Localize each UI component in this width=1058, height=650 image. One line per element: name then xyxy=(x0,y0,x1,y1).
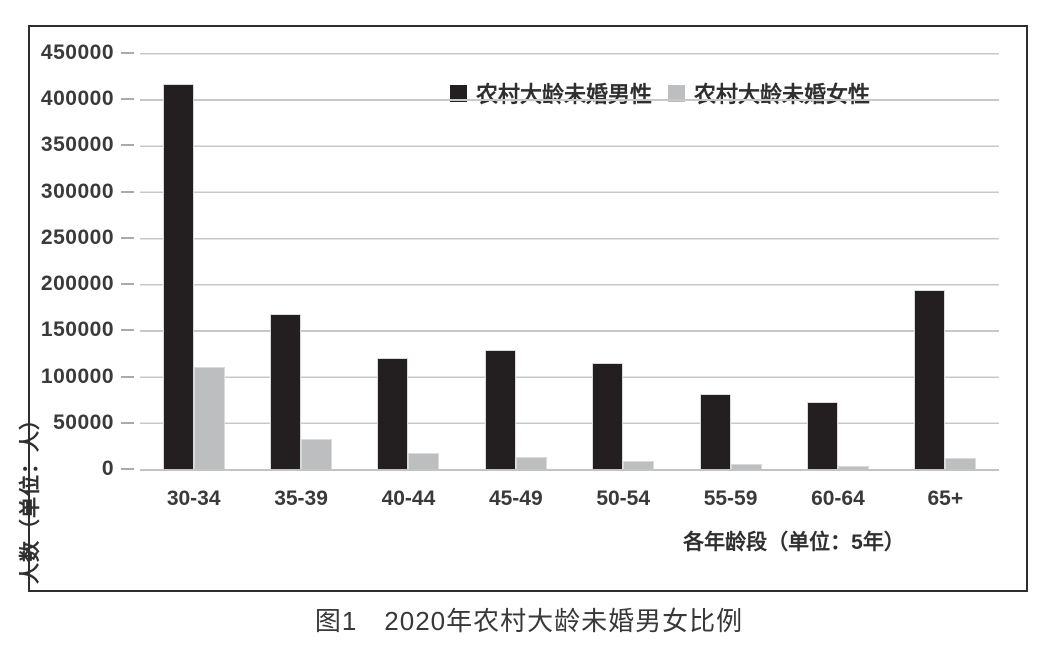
bar-group-45-49 xyxy=(462,349,569,469)
bar-male-65+ xyxy=(914,289,946,469)
x-tick-label-50-54: 50-54 xyxy=(596,487,651,510)
y-tick-label-100000: 100000 xyxy=(30,364,134,390)
figure-caption: 图1 2020年农村大龄未婚男女比例 xyxy=(314,606,744,636)
y-tick-label-450000: 450000 xyxy=(30,40,134,66)
bar-female-50-54 xyxy=(623,460,655,469)
x-tick-label-30-34: 30-34 xyxy=(166,487,221,510)
x-tick-label-45-49: 45-49 xyxy=(488,487,543,510)
bar-male-50-54 xyxy=(592,362,624,469)
y-axis-title: 人数（单位：人） xyxy=(19,408,42,584)
y-tick-mark xyxy=(121,190,134,193)
y-tick-value: 250000 xyxy=(40,225,114,249)
bar-female-45-49 xyxy=(515,456,547,469)
y-axis-labels: 450000 400000 350000 300000 250000 200000 1500… xyxy=(30,27,134,590)
bar-group-55-59 xyxy=(677,394,784,469)
x-axis-labels: 30-34 35-39 40-44 45-49 50-54 55-59 60-64 65+ xyxy=(140,487,999,511)
bar-female-30-34 xyxy=(193,367,225,469)
y-tick-label-300000: 300000 xyxy=(30,179,134,205)
y-tick-label-400000: 400000 xyxy=(30,86,134,112)
bar-group-40-44 xyxy=(355,358,462,469)
y-tick-mark xyxy=(121,236,134,239)
bar-male-45-49 xyxy=(484,349,516,469)
x-tick-label-40-44: 40-44 xyxy=(381,487,436,510)
bar-group-50-54 xyxy=(570,362,677,469)
y-tick-value: 200000 xyxy=(40,272,114,296)
y-tick-label-0: 0 xyxy=(30,456,134,482)
x-tick-label-35-39: 35-39 xyxy=(274,487,328,510)
y-tick-mark xyxy=(121,144,134,147)
y-tick-label-350000: 350000 xyxy=(30,132,134,158)
bar-female-35-39 xyxy=(301,438,333,469)
plot-area xyxy=(140,53,999,471)
y-tick-label-250000: 250000 xyxy=(30,225,134,251)
bar-male-60-64 xyxy=(806,402,838,469)
y-tick-label-50000: 50000 xyxy=(30,410,134,436)
bar-female-65+ xyxy=(945,457,977,469)
bar-male-30-34 xyxy=(162,83,194,469)
y-tick-value: 300000 xyxy=(40,179,114,203)
y-tick-mark xyxy=(121,375,134,378)
bar-female-40-44 xyxy=(408,453,440,469)
y-tick-mark xyxy=(121,468,134,470)
x-axis-title: 各年龄段（单位：5年） xyxy=(683,531,905,554)
y-tick-value: 350000 xyxy=(40,133,114,157)
bar-female-55-59 xyxy=(730,464,762,469)
x-tick-label-60-64: 60-64 xyxy=(811,487,865,510)
y-tick-mark xyxy=(121,52,134,54)
y-tick-value: 400000 xyxy=(40,87,114,111)
bar-group-60-64 xyxy=(784,402,891,469)
bar-male-55-59 xyxy=(699,394,731,469)
y-tick-value: 150000 xyxy=(40,318,114,342)
y-tick-mark xyxy=(121,98,134,101)
y-tick-value: 450000 xyxy=(40,41,114,64)
y-tick-label-200000: 200000 xyxy=(30,271,134,297)
bar-female-60-64 xyxy=(837,466,869,469)
y-tick-mark xyxy=(121,283,134,286)
x-tick-label-55-59: 55-59 xyxy=(703,487,758,510)
y-tick-label-150000: 150000 xyxy=(30,317,134,343)
bar-male-40-44 xyxy=(377,358,409,469)
x-tick-label-65+: 65+ xyxy=(927,487,964,510)
y-tick-value: 0 xyxy=(101,457,114,480)
bar-group-30-34 xyxy=(140,83,247,469)
y-tick-mark xyxy=(121,421,134,424)
chart-frame: 农村大龄未婚男性 农村大龄未婚女性 4500004000003500003000… xyxy=(19,25,1028,592)
bar-group-65+ xyxy=(892,289,999,469)
y-tick-value: 100000 xyxy=(40,364,114,388)
y-tick-mark xyxy=(121,329,134,332)
bar-group-35-39 xyxy=(247,313,354,469)
y-tick-value: 50000 xyxy=(53,410,114,434)
bar-male-35-39 xyxy=(270,313,302,469)
